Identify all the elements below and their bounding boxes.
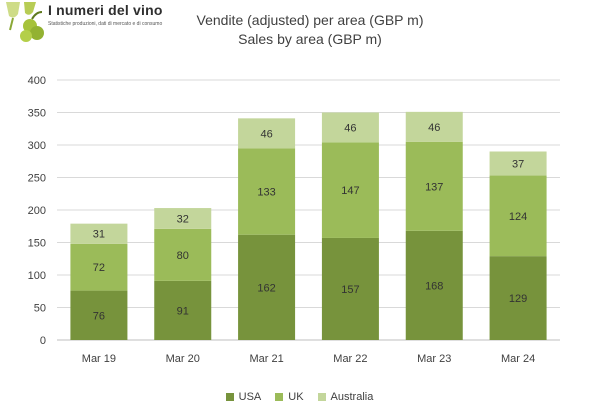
legend-swatch-usa xyxy=(225,393,234,401)
bar-australia xyxy=(321,112,379,143)
logo-tagline: Statistiche produzioni, dati di mercato … xyxy=(48,21,163,27)
y-tick-label: 100 xyxy=(28,270,46,282)
legend-item-australia: Australia xyxy=(317,391,374,403)
y-tick-label: 150 xyxy=(28,238,46,250)
data-label-usa: 168 xyxy=(425,280,443,292)
bar-australia xyxy=(70,223,128,244)
data-label-usa: 91 xyxy=(177,305,189,317)
logo: I numeri del vino Statistiche produzioni… xyxy=(2,0,162,52)
bar-uk xyxy=(489,175,547,257)
data-label-usa: 76 xyxy=(93,310,105,322)
legend-item-uk: UK xyxy=(275,391,304,403)
x-tick-label: Mar 19 xyxy=(82,353,116,365)
legend-label-usa: USA xyxy=(238,391,262,403)
bar-uk xyxy=(154,228,212,281)
bar-usa xyxy=(238,234,296,340)
bar-australia xyxy=(238,118,296,149)
x-tick-label: Mar 20 xyxy=(166,353,200,365)
data-label-uk: 80 xyxy=(177,250,189,262)
data-label-australia: 46 xyxy=(260,128,272,140)
data-label-australia: 37 xyxy=(512,159,524,171)
y-tick-label: 300 xyxy=(28,140,46,152)
data-label-usa: 162 xyxy=(257,282,275,294)
data-label-uk: 72 xyxy=(93,262,105,274)
bar-usa xyxy=(70,290,128,340)
data-label-uk: 124 xyxy=(509,211,527,223)
bar-uk xyxy=(405,141,463,231)
legend-label-uk: UK xyxy=(288,391,304,403)
x-tick-label: Mar 23 xyxy=(417,353,451,365)
data-label-australia: 32 xyxy=(177,213,189,225)
data-label-usa: 157 xyxy=(341,284,359,296)
data-label-australia: 31 xyxy=(93,229,105,241)
legend-item-usa: USA xyxy=(225,391,262,403)
y-tick-label: 400 xyxy=(28,75,46,87)
chart-subtitle: Sales by area (GBP m) xyxy=(238,31,382,47)
y-tick-label: 50 xyxy=(34,303,46,315)
bar-uk xyxy=(238,148,296,235)
y-tick-label: 0 xyxy=(40,335,46,347)
bar-australia xyxy=(489,151,547,176)
legend-swatch-australia xyxy=(317,393,326,401)
data-label-uk: 133 xyxy=(257,186,275,198)
bar-uk xyxy=(70,243,128,291)
bar-usa xyxy=(321,237,379,340)
y-tick-label: 200 xyxy=(28,205,46,217)
data-label-uk: 137 xyxy=(425,181,443,193)
y-tick-label: 350 xyxy=(28,108,46,120)
bar-uk xyxy=(321,142,379,238)
data-label-usa: 129 xyxy=(509,293,527,305)
data-label-uk: 147 xyxy=(341,185,359,197)
bar-usa xyxy=(154,280,212,340)
x-tick-label: Mar 22 xyxy=(333,353,367,365)
data-label-australia: 46 xyxy=(344,122,356,134)
wine-glass-grapes-icon xyxy=(6,2,44,42)
x-tick-label: Mar 21 xyxy=(249,353,283,365)
data-label-australia: 46 xyxy=(428,122,440,134)
legend-label-australia: Australia xyxy=(330,391,374,403)
legend-swatch-uk xyxy=(275,393,284,401)
y-tick-label: 250 xyxy=(28,173,46,185)
bar-australia xyxy=(154,208,212,229)
legend: USA UK Australia xyxy=(0,391,599,403)
bar-usa xyxy=(405,230,463,340)
bar-australia xyxy=(405,111,463,142)
chart-title: Vendite (adjusted) per area (GBP m) xyxy=(196,12,424,28)
x-tick-label: Mar 24 xyxy=(501,353,535,365)
bar-usa xyxy=(489,256,547,340)
logo-name: I numeri del vino xyxy=(48,2,163,18)
